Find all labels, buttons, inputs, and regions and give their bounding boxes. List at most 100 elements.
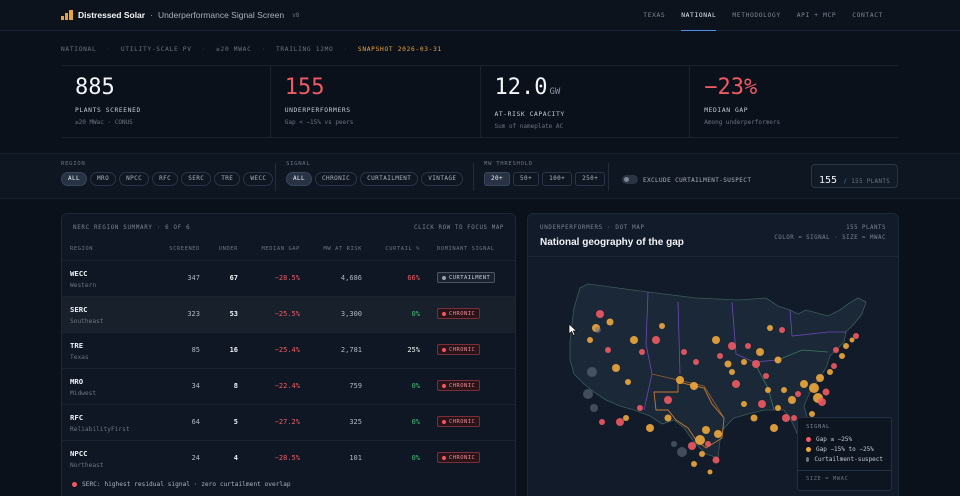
plant-dot xyxy=(664,396,672,404)
plant-dot xyxy=(691,461,697,467)
plant-dot xyxy=(717,353,723,359)
plant-dot xyxy=(849,337,855,343)
signal-badge: CHRONIC xyxy=(437,452,481,463)
table-row-mro[interactable]: MRO Midwest 34 8 −22.4% 759 0% CHRONIC xyxy=(62,368,515,404)
plant-dot xyxy=(639,349,645,355)
legend-item: Gap ≤ −25% xyxy=(806,434,883,444)
region-chip-mro[interactable]: MRO xyxy=(90,172,117,186)
plant-dot xyxy=(816,374,824,382)
median-gap: −25.4% xyxy=(274,346,300,354)
stat-number: 12.0 xyxy=(494,75,548,100)
signal-badge: CHRONIC xyxy=(437,308,481,319)
nav-national[interactable]: NATIONAL xyxy=(673,0,724,31)
screened-count: 85 xyxy=(191,346,200,354)
nav-methodology[interactable]: METHODOLOGY xyxy=(732,12,781,19)
screened-count: 347 xyxy=(187,274,200,282)
region-summary-title: NERC REGION SUMMARY · 6 OF 6 xyxy=(73,225,191,231)
table-row-wecc[interactable]: WECC Western 347 67 −28.5% 4,686 66% CURTAILMEN… xyxy=(62,260,515,296)
plant-dot xyxy=(818,398,826,406)
signal-badge: CURTAILMENT xyxy=(437,272,496,283)
curtail-pct: 0% xyxy=(411,310,420,318)
under-count: 8 xyxy=(233,382,238,390)
mw-at-risk: 4,686 xyxy=(340,274,362,282)
column-header: DOMINANT SIGNAL xyxy=(437,246,495,252)
brand[interactable]: Distressed Solar · Underperformance Sign… xyxy=(61,10,299,20)
plant-dot xyxy=(587,337,593,343)
table-row-npcc[interactable]: NPCC Northeast 24 4 −28.5% 101 0% CHRONIC xyxy=(62,440,515,476)
table-row-tre[interactable]: TRE Texas 85 16 −25.4% 2,781 25% CHRONIC xyxy=(62,332,515,368)
mro-boundary xyxy=(677,301,681,375)
region-code: RFC xyxy=(70,413,84,422)
signal-dot-icon xyxy=(442,275,446,280)
signal-chip-all[interactable]: ALL xyxy=(286,172,313,186)
legend-footer: SIZE = MWAC xyxy=(806,476,849,482)
plant-dot xyxy=(699,451,705,457)
nav-contact[interactable]: CONTACT xyxy=(852,12,883,19)
plant-dot xyxy=(809,411,815,417)
plant-dot xyxy=(659,323,665,329)
serc-boundary xyxy=(777,349,829,361)
region-filter: REGION ALL MRO NPCC RFC SERC TRE WECC xyxy=(61,161,274,186)
region-chip-rfc[interactable]: RFC xyxy=(152,172,179,186)
stat-value: 12.0 GW xyxy=(495,76,676,104)
legend-label: Gap −15% to −25% xyxy=(816,445,874,453)
plant-dot xyxy=(606,318,614,326)
filter-divider xyxy=(275,163,276,191)
threshold-chip-250[interactable]: 250+ xyxy=(575,172,606,186)
signal-chip-chronic[interactable]: CHRONIC xyxy=(315,172,358,186)
table-row-serc[interactable]: SERC Southeast 323 53 −25.5% 3,300 0% CHRONIC xyxy=(62,296,515,332)
breadcrumb-item: TRAILING 12MO xyxy=(275,46,334,53)
region-chip-serc[interactable]: SERC xyxy=(181,172,212,186)
threshold-chip-20[interactable]: 20+ xyxy=(484,172,511,186)
median-gap: −22.4% xyxy=(274,382,300,390)
region-chip-tre[interactable]: TRE xyxy=(214,172,241,186)
screened-count: 34 xyxy=(191,382,200,390)
region-chip-wecc[interactable]: WECC xyxy=(243,172,274,186)
plant-dot xyxy=(767,325,773,331)
plant-dot xyxy=(681,349,687,355)
threshold-chips: 20+ 50+ 100+ 250+ xyxy=(484,172,606,186)
region-chip-npcc[interactable]: NPCC xyxy=(119,172,150,186)
plant-dot xyxy=(623,415,629,421)
exclude-curtailment-toggle[interactable] xyxy=(622,175,638,184)
plant-dot xyxy=(729,369,735,375)
column-header: MW AT RISK xyxy=(323,246,362,252)
region-name: Northeast xyxy=(70,462,104,469)
median-gap: −28.5% xyxy=(274,454,300,462)
signal-badge: CHRONIC xyxy=(437,344,481,355)
version-label: v8 xyxy=(292,11,300,19)
stat-card: 155 UNDERPERFORMERS Gap < −15% vs peers xyxy=(271,66,481,137)
plant-dot xyxy=(616,418,624,426)
region-chip-all[interactable]: ALL xyxy=(61,172,88,186)
column-header: SCREENED xyxy=(169,246,200,252)
brand-separator: · xyxy=(150,10,153,20)
threshold-chip-100[interactable]: 100+ xyxy=(542,172,573,186)
plant-dot xyxy=(646,424,654,432)
nav-api-mcp[interactable]: API + MCP xyxy=(796,12,837,19)
nav-texas[interactable]: TEXAS xyxy=(643,12,666,19)
curtailment-dot xyxy=(671,441,677,447)
plant-dot xyxy=(630,336,638,344)
stats-row: 885 PLANTS SCREENED ≥20 MWac · CONUS 155 UND… xyxy=(61,65,899,138)
legend-item: Gap −15% to −25% xyxy=(806,444,883,454)
mw-at-risk: 3,300 xyxy=(340,310,362,318)
threshold-filter: MW THRESHOLD 20+ 50+ 100+ 250+ xyxy=(484,161,606,186)
plant-dot xyxy=(728,342,736,350)
signal-filter-label: SIGNAL xyxy=(286,161,311,167)
plant-dot xyxy=(741,401,747,407)
breadcrumb-item: ≥20 MWAC xyxy=(216,46,252,53)
threshold-chip-50[interactable]: 50+ xyxy=(513,172,540,186)
plant-dot xyxy=(599,419,605,425)
us-dot-map[interactable] xyxy=(528,214,899,496)
table-row-rfc[interactable]: RFC ReliabilityFirst 64 5 −27.2% 325 0% CHRONIC xyxy=(62,404,515,440)
stat-card: −23% MEDIAN GAP Among underperformers xyxy=(690,66,899,137)
signal-badge-label: CHRONIC xyxy=(449,382,476,389)
signal-chip-curtailment[interactable]: CURTAILMENT xyxy=(360,172,419,186)
signal-chip-vintage[interactable]: VINTAGE xyxy=(421,172,464,186)
stat-value: 885 xyxy=(75,76,256,100)
stat-unit: GW xyxy=(549,87,561,97)
signal-badge-label: CHRONIC xyxy=(449,346,476,353)
region-name: Midwest xyxy=(70,390,97,397)
region-name: ReliabilityFirst xyxy=(70,426,130,433)
plant-dot xyxy=(637,405,643,411)
